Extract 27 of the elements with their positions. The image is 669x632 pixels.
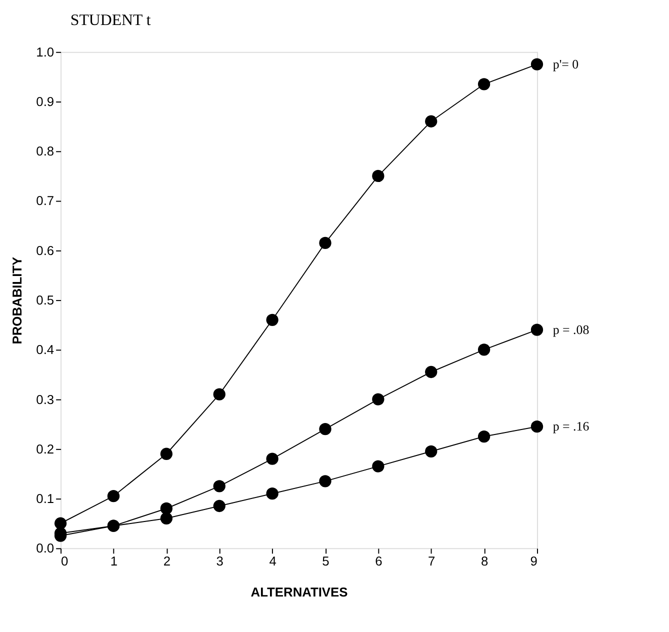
x-tick-label: 3 [216, 554, 224, 569]
y-tick-label: 0.3 [36, 392, 54, 407]
x-tick-label: 6 [375, 554, 382, 569]
y-tick-label: 0.8 [36, 144, 54, 159]
y-tick-label: 0.0 [36, 540, 54, 556]
y-axis-title: PROBABILITY [9, 256, 24, 344]
x-tick-label: 8 [480, 554, 488, 569]
series-label: p = .08 [552, 322, 590, 337]
x-tick-label: 7 [428, 554, 436, 569]
y-tick-label: 0.6 [36, 242, 54, 258]
x-tick-label: 9 [530, 554, 538, 569]
series-label: p'= 0 [552, 57, 579, 72]
y-tick-label: 0.9 [36, 94, 54, 109]
x-tick-label: 1 [110, 554, 118, 569]
y-tick-label: 0.7 [36, 193, 54, 208]
y-tick-label: 1.0 [36, 44, 54, 60]
chart-title: STUDENT t [70, 12, 152, 30]
y-tick-label: 0.4 [36, 342, 54, 358]
y-tick-label: 0.1 [36, 491, 54, 506]
x-tick-label: 4 [269, 554, 276, 569]
y-tick-label: 0.2 [36, 441, 54, 456]
x-axis-title: ALTERNATIVES [250, 584, 348, 600]
x-tick-label: 5 [322, 554, 330, 569]
x-tick-label: 0 [61, 554, 68, 569]
series-label: p = .16 [552, 420, 590, 434]
x-tick-label: 2 [163, 554, 171, 569]
y-tick-label: 0.5 [36, 292, 54, 308]
